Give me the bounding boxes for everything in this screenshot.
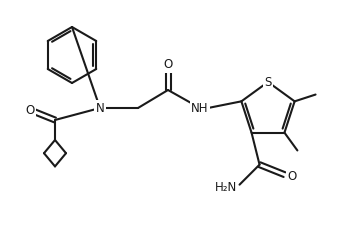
Text: S: S xyxy=(264,76,272,89)
Text: H₂N: H₂N xyxy=(214,181,237,194)
Text: O: O xyxy=(287,170,296,183)
Text: O: O xyxy=(25,104,34,117)
Text: N: N xyxy=(96,102,105,114)
Text: NH: NH xyxy=(191,102,209,114)
Text: O: O xyxy=(163,59,172,72)
